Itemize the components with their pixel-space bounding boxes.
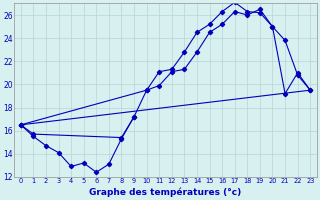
X-axis label: Graphe des températures (°c): Graphe des températures (°c) [89, 187, 242, 197]
